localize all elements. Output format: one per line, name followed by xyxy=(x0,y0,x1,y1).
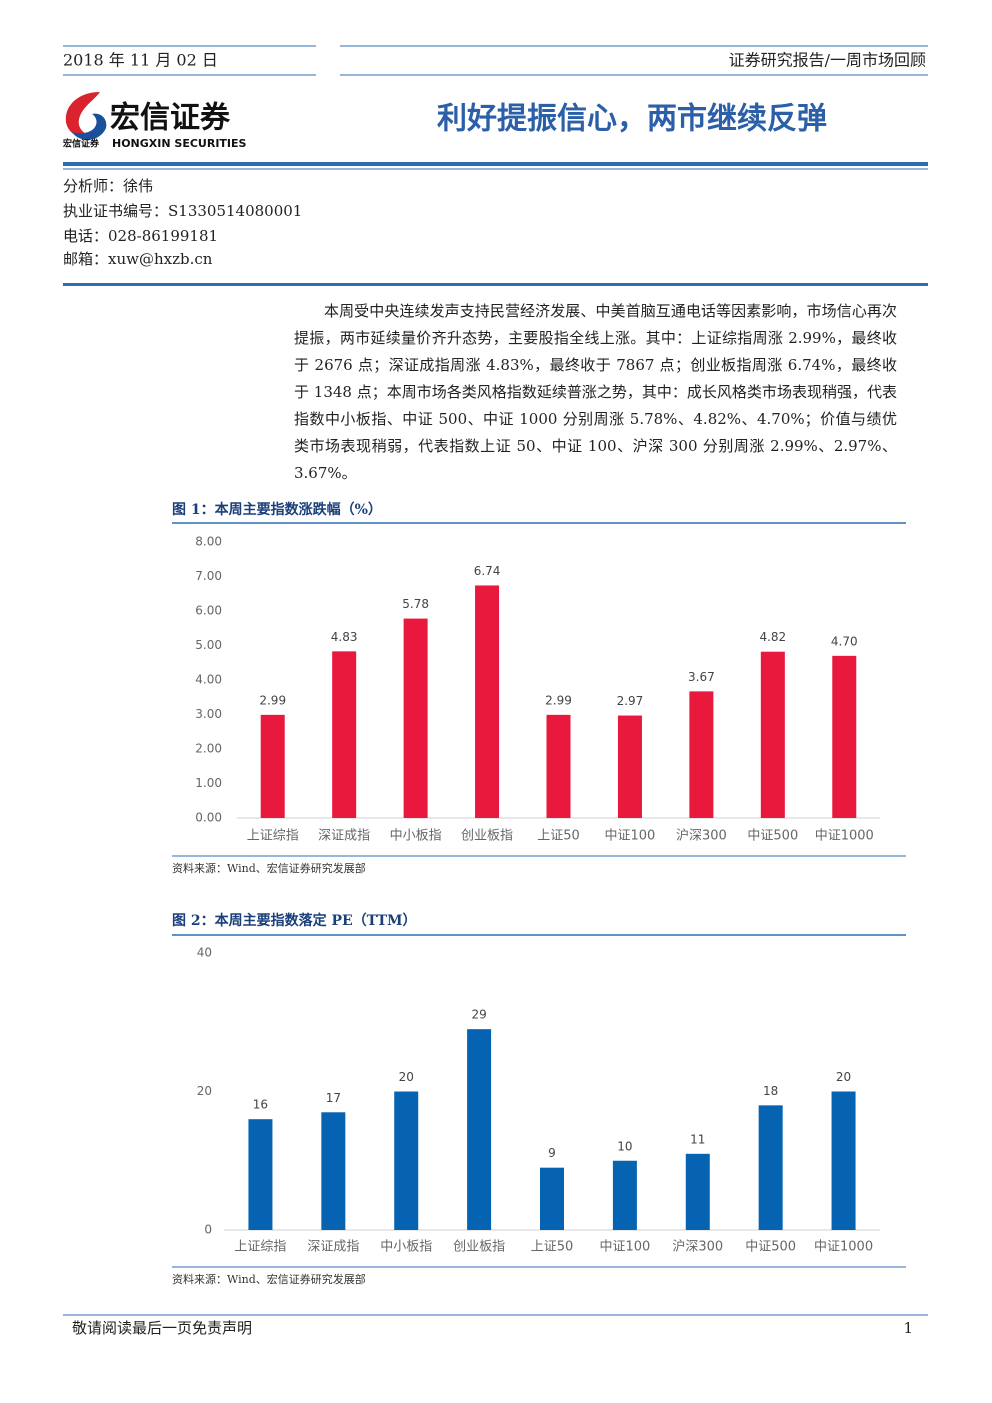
y-tick-label: 3.00 xyxy=(195,707,222,721)
y-tick-label: 0.00 xyxy=(195,811,222,825)
y-tick-label: 0 xyxy=(204,1223,212,1237)
source: 资料来源：Wind、宏信证券研究发展部 xyxy=(172,861,366,875)
report-title: 利好提振信心，两市继续反弹 xyxy=(437,102,827,137)
x-tick-label: 沪深300 xyxy=(672,1239,723,1255)
value-label: 5.78 xyxy=(402,597,429,611)
bar xyxy=(332,651,357,818)
x-tick-label: 中证500 xyxy=(745,1240,796,1255)
value-label: 10 xyxy=(617,1139,632,1153)
bar xyxy=(617,715,642,818)
bar xyxy=(832,655,857,818)
value-label: 11 xyxy=(690,1132,705,1146)
bar xyxy=(546,714,571,818)
logo-name: 宏信证券 xyxy=(110,101,231,136)
y-tick-label: 1.00 xyxy=(195,776,222,790)
value-label: 18 xyxy=(763,1084,778,1098)
x-tick-label: 中证1000 xyxy=(814,1240,873,1255)
value-label: 16 xyxy=(253,1098,268,1112)
x-tick-label: 深证成指 xyxy=(307,1240,359,1255)
logo: 宏信证券 HONGXIN SECURITIES 宏信证券 xyxy=(63,92,247,150)
rule xyxy=(63,283,928,286)
page-number: 1 xyxy=(903,1319,913,1337)
bar xyxy=(760,651,785,818)
x-tick-label: 上证综指 xyxy=(247,829,299,844)
figure-title: 图 2：本周主要指数落定 PE（TTM） xyxy=(172,912,417,929)
source: 资料来源：Wind、宏信证券研究发展部 xyxy=(172,1272,366,1286)
x-tick-label: 深证成指 xyxy=(318,829,370,844)
y-tick-label: 40 xyxy=(197,946,212,960)
bar xyxy=(394,1091,419,1230)
logo-small: 宏信证券 xyxy=(63,138,100,150)
body-text: 本周受中央连续发声支持民营经济发展、中美首脑互通电话等因素影响，市场信心再次提振… xyxy=(294,302,897,482)
x-tick-label: 沪深300 xyxy=(676,828,727,844)
bar xyxy=(685,1153,710,1230)
y-tick-label: 7.00 xyxy=(195,569,222,583)
analyst: 邮箱：xuw@hxzb.cn xyxy=(63,250,213,268)
bar xyxy=(689,691,714,818)
value-label: 4.70 xyxy=(831,634,858,648)
y-tick-label: 4.00 xyxy=(195,673,222,687)
value-label: 2.97 xyxy=(617,694,644,708)
value-label: 4.82 xyxy=(759,630,786,644)
value-label: 4.83 xyxy=(331,630,358,644)
analyst: 分析师：徐伟 xyxy=(63,177,153,195)
value-label: 20 xyxy=(836,1070,851,1084)
date: 2018 年 11 月 02 日 xyxy=(63,51,218,70)
logo-english: HONGXIN SECURITIES xyxy=(112,137,247,150)
bar xyxy=(467,1029,492,1230)
x-tick-label: 上证综指 xyxy=(234,1240,286,1255)
y-tick-label: 8.00 xyxy=(195,535,222,549)
value-label: 6.74 xyxy=(474,564,501,578)
disclaimer: 敬请阅读最后一页免责声明 xyxy=(72,1319,252,1337)
x-tick-label: 中证500 xyxy=(747,829,798,844)
bar xyxy=(260,714,285,818)
bar xyxy=(475,585,500,818)
x-tick-label: 中小板指 xyxy=(390,829,442,844)
x-tick-label: 中证100 xyxy=(599,1240,650,1255)
y-tick-label: 2.00 xyxy=(195,742,222,756)
bar xyxy=(321,1112,346,1230)
x-tick-label: 中证1000 xyxy=(815,829,874,844)
bar xyxy=(758,1105,783,1230)
y-tick-label: 5.00 xyxy=(195,638,222,652)
logo-mark xyxy=(65,92,100,138)
value-label: 17 xyxy=(326,1091,341,1105)
bar xyxy=(540,1167,564,1230)
x-tick-label: 创业板指 xyxy=(461,829,513,844)
value-label: 2.99 xyxy=(259,693,286,707)
x-tick-label: 上证50 xyxy=(537,829,580,844)
x-tick-label: 上证50 xyxy=(531,1240,574,1255)
bar xyxy=(248,1119,273,1230)
x-tick-label: 创业板指 xyxy=(453,1240,505,1255)
x-tick-label: 中小板指 xyxy=(380,1240,432,1255)
value-label: 9 xyxy=(548,1146,556,1160)
y-tick-label: 6.00 xyxy=(195,604,222,618)
logo-mark xyxy=(72,113,107,140)
bar xyxy=(831,1091,856,1230)
value-label: 20 xyxy=(399,1070,414,1084)
analyst: 执业证书编号：S1330514080001 xyxy=(63,202,302,220)
value-label: 29 xyxy=(471,1008,486,1022)
value-label: 2.99 xyxy=(545,693,572,707)
y-tick-label: 20 xyxy=(197,1084,212,1098)
rule xyxy=(63,162,928,166)
value-label: 3.67 xyxy=(688,670,715,684)
x-tick-label: 中证100 xyxy=(605,829,656,844)
figure-title: 图 1：本周主要指数涨跌幅（%） xyxy=(172,501,382,518)
analyst: 电话：028-86199181 xyxy=(63,227,218,245)
report-type: 证券研究报告/一周市场回顾 xyxy=(729,51,926,70)
bar xyxy=(612,1160,637,1230)
bar xyxy=(403,618,428,818)
